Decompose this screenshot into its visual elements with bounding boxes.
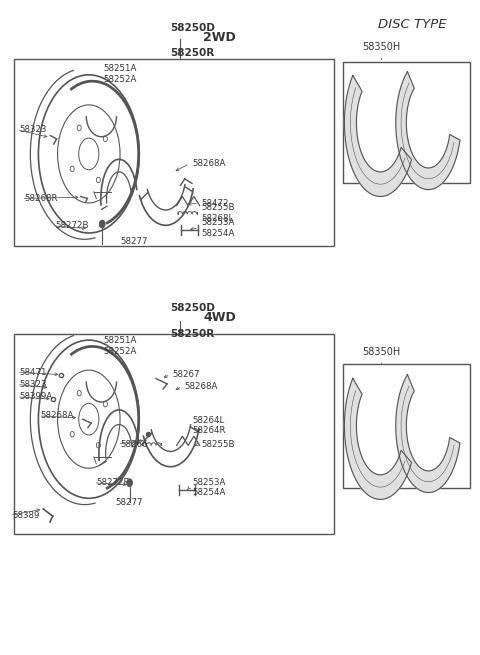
Text: 58268A: 58268A: [192, 159, 226, 168]
Text: 58255B
58268L: 58255B 58268L: [202, 203, 235, 223]
Text: 58264L
58264R: 58264L 58264R: [192, 416, 226, 436]
Text: 58272B: 58272B: [96, 478, 130, 487]
Text: 4WD: 4WD: [203, 311, 236, 324]
Text: 58471: 58471: [19, 367, 47, 377]
Text: DISC TYPE: DISC TYPE: [378, 18, 446, 31]
Text: 2WD: 2WD: [203, 31, 236, 44]
Text: 58277: 58277: [115, 498, 143, 507]
Text: 58323: 58323: [19, 380, 47, 389]
Polygon shape: [396, 71, 460, 189]
Polygon shape: [396, 375, 460, 493]
Text: 58350H: 58350H: [362, 347, 401, 357]
Text: 58268A: 58268A: [185, 382, 218, 391]
Text: 58250D: 58250D: [170, 303, 215, 313]
Bar: [14, 334, 334, 534]
Text: 58266: 58266: [120, 440, 147, 449]
Text: 58277: 58277: [120, 236, 147, 246]
Text: 58350H: 58350H: [362, 43, 401, 52]
Circle shape: [127, 479, 132, 487]
Text: 58472: 58472: [202, 198, 229, 208]
Text: 58323: 58323: [19, 125, 47, 134]
Text: 58251A
58252A: 58251A 58252A: [103, 336, 137, 356]
Polygon shape: [345, 379, 411, 499]
Text: 58250R: 58250R: [170, 329, 215, 339]
Text: 58399A: 58399A: [19, 392, 52, 402]
Text: 58253A
58254A: 58253A 58254A: [202, 218, 235, 238]
Text: 58268R: 58268R: [24, 194, 58, 203]
Text: 58253A
58254A: 58253A 58254A: [192, 477, 226, 497]
Text: 58255B: 58255B: [202, 440, 235, 449]
Text: 58268A: 58268A: [41, 411, 74, 421]
Bar: [343, 364, 470, 488]
Polygon shape: [345, 75, 411, 196]
Text: 58267: 58267: [173, 370, 200, 379]
Circle shape: [99, 220, 105, 228]
Text: 58250D: 58250D: [170, 23, 215, 33]
Bar: [343, 62, 470, 183]
Text: 58251A
58252A: 58251A 58252A: [103, 64, 137, 84]
Text: 58389: 58389: [12, 511, 39, 520]
Bar: [14, 59, 334, 246]
Text: 58250R: 58250R: [170, 48, 215, 58]
Text: 58272B: 58272B: [55, 221, 89, 231]
